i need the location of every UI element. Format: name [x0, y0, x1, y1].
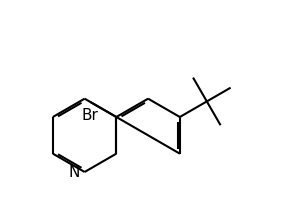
Text: Br: Br: [82, 108, 99, 123]
Text: N: N: [69, 165, 80, 180]
